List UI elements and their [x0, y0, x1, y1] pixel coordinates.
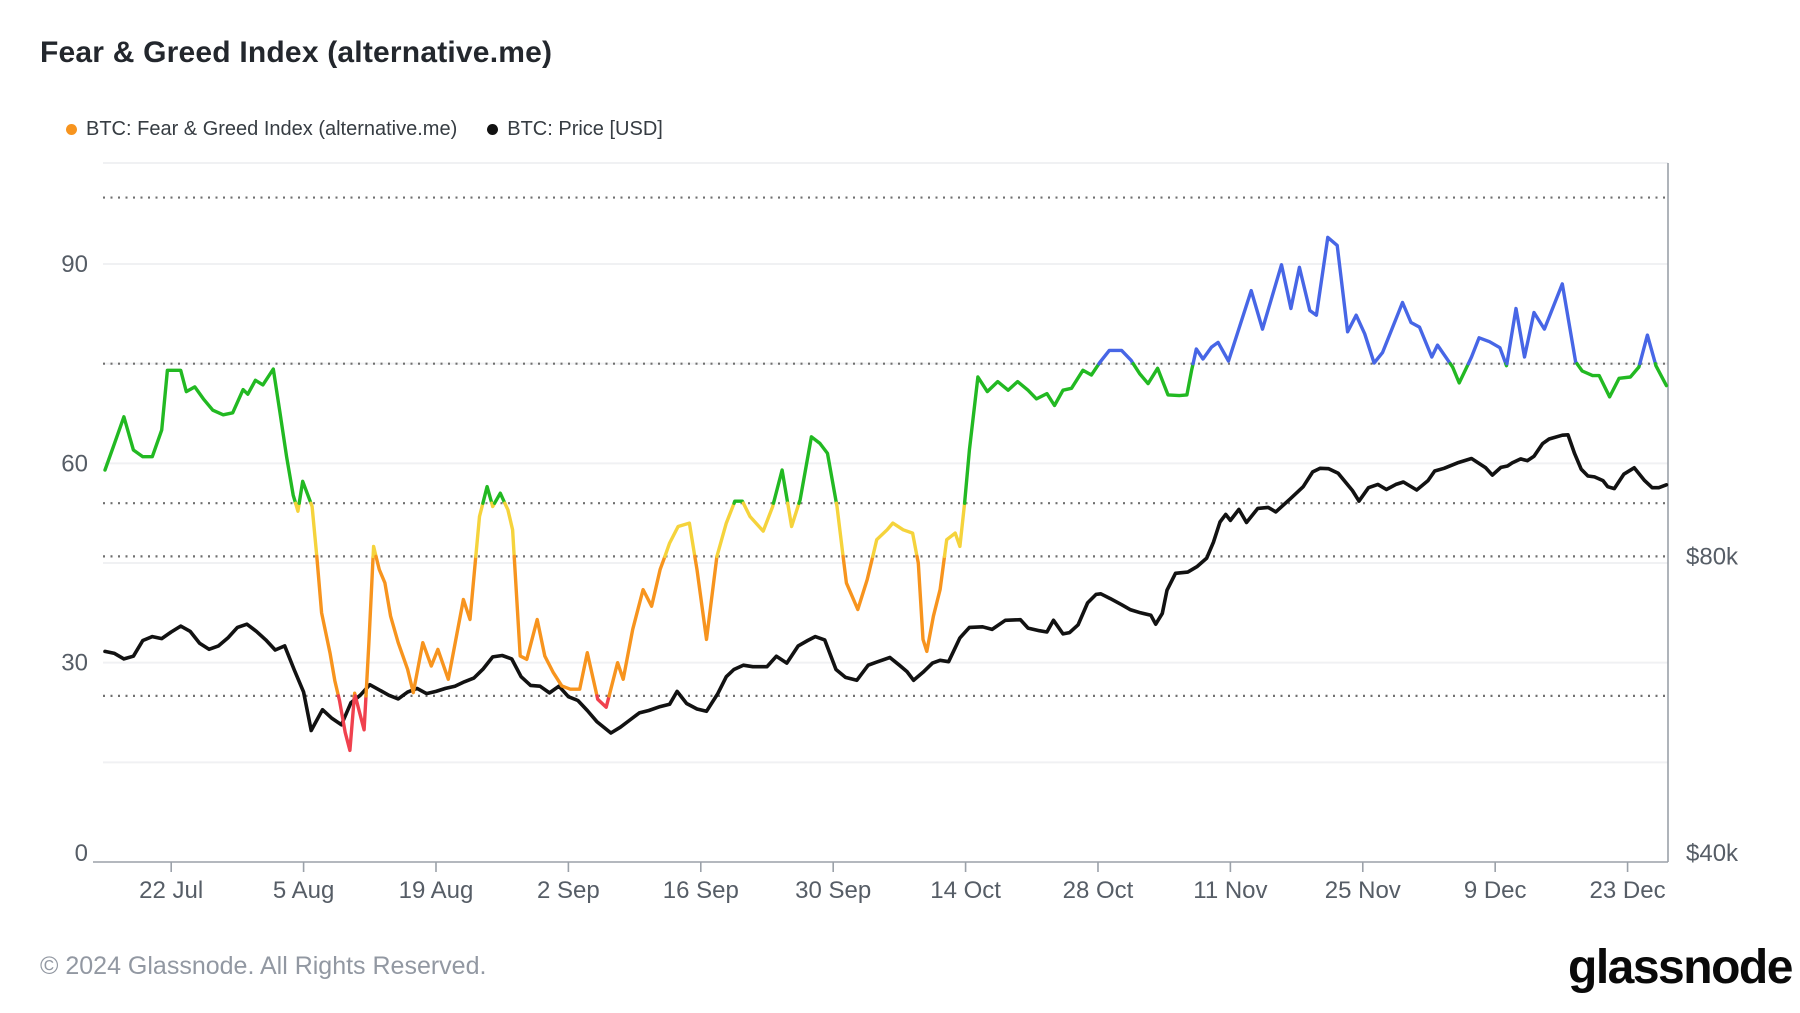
fear-greed-line-segment[interactable]: [293, 501, 301, 513]
x-tick-label: 30 Sep: [795, 877, 871, 904]
fear-greed-line-segment[interactable]: [315, 554, 341, 698]
fear-greed-line-segment[interactable]: [871, 521, 919, 559]
x-tick-label: 2 Sep: [537, 877, 600, 904]
fear-greed-line-segment[interactable]: [503, 501, 516, 559]
fear-greed-line-segment[interactable]: [663, 521, 697, 559]
fear-greed-line-segment[interactable]: [1505, 282, 1579, 366]
fear-greed-line-segment[interactable]: [103, 367, 298, 505]
fear-greed-line-segment[interactable]: [834, 501, 845, 559]
x-tick-label: 16 Sep: [663, 877, 739, 904]
fear-greed-line-segment[interactable]: [297, 479, 313, 505]
fear-greed-line-segment[interactable]: [841, 554, 875, 612]
fear-greed-line-segment[interactable]: [474, 501, 485, 559]
chart-legend: BTC: Fear & Greed Index (alternative.me)…: [66, 118, 663, 141]
y-left-tick-label: 30: [61, 650, 88, 677]
fear-greed-line-segment[interactable]: [693, 554, 719, 642]
fear-greed-line-segment[interactable]: [1575, 362, 1642, 399]
fear-greed-line-segment[interactable]: [1191, 235, 1452, 366]
page-title: Fear & Greed Index (alternative.me): [40, 36, 553, 69]
fear-greed-line-segment[interactable]: [309, 501, 319, 559]
fear-greed-line-segment[interactable]: [336, 694, 357, 753]
x-tick-label: 22 Jul: [139, 877, 203, 904]
x-tick-label: 14 Oct: [930, 877, 1001, 904]
x-tick-label: 19 Aug: [399, 877, 474, 904]
fear-greed-line-segment[interactable]: [1097, 348, 1135, 366]
fear-greed-line-segment[interactable]: [962, 362, 1101, 505]
fear-greed-line-segment[interactable]: [371, 544, 378, 559]
fear-greed-line-segment[interactable]: [512, 554, 599, 698]
fear-greed-line-segment[interactable]: [797, 435, 839, 505]
x-tick-label: 11 Nov: [1193, 877, 1267, 904]
fear-greed-line-segment[interactable]: [741, 501, 776, 533]
x-tick-label: 25 Nov: [1325, 877, 1401, 904]
legend-dot-black-icon: [487, 124, 499, 135]
legend-label: BTC: Price [USD]: [507, 118, 663, 140]
y-left-tick-label: 0: [75, 840, 88, 867]
legend-label: BTC: Fear & Greed Index (alternative.me): [86, 118, 458, 140]
btc-price-line[interactable]: [103, 433, 1669, 735]
x-tick-label: 9 Dec: [1464, 877, 1527, 904]
copyright-text: © 2024 Glassnode. All Rights Reserved.: [40, 952, 487, 980]
x-tick-label: 23 Dec: [1590, 877, 1666, 904]
legend-item-btc-price[interactable]: BTC: Price [USD]: [487, 118, 663, 141]
fear-greed-line-segment[interactable]: [1448, 362, 1471, 385]
x-tick-label: 5 Aug: [273, 877, 334, 904]
fear-greed-line-segment[interactable]: [492, 491, 507, 505]
fear-greed-line-segment[interactable]: [715, 501, 736, 559]
fear-greed-line-segment[interactable]: [595, 694, 611, 709]
fear-greed-line-segment[interactable]: [607, 554, 667, 698]
fear-greed-line-segment[interactable]: [364, 554, 375, 698]
fear-greed-line-segment[interactable]: [1131, 362, 1195, 398]
fear-greed-line-segment[interactable]: [374, 554, 478, 695]
y-right-tick-label: $40k: [1686, 840, 1739, 867]
y-left-tick-label: 90: [61, 251, 88, 278]
fear-greed-line-segment[interactable]: [771, 468, 790, 505]
fear-greed-line-segment[interactable]: [481, 484, 494, 505]
legend-dot-orange-icon: [66, 124, 77, 135]
fear-greed-line-segment[interactable]: [1653, 362, 1669, 388]
fear-greed-line-segment[interactable]: [786, 501, 801, 529]
fear-greed-line-segment[interactable]: [1466, 336, 1508, 366]
x-tick-label: 28 Oct: [1063, 877, 1134, 904]
legend-item-fear-greed[interactable]: BTC: Fear & Greed Index (alternative.me): [66, 118, 457, 141]
fear-greed-line-segment[interactable]: [915, 554, 947, 654]
fear-greed-line-segment[interactable]: [1638, 333, 1658, 366]
y-left-tick-label: 60: [61, 450, 88, 477]
y-right-tick-label: $80k: [1686, 543, 1739, 570]
fear-greed-line-segment[interactable]: [942, 501, 967, 559]
fear-greed-line-segment[interactable]: [353, 694, 368, 732]
glassnode-logo: glassnode: [1568, 941, 1793, 994]
